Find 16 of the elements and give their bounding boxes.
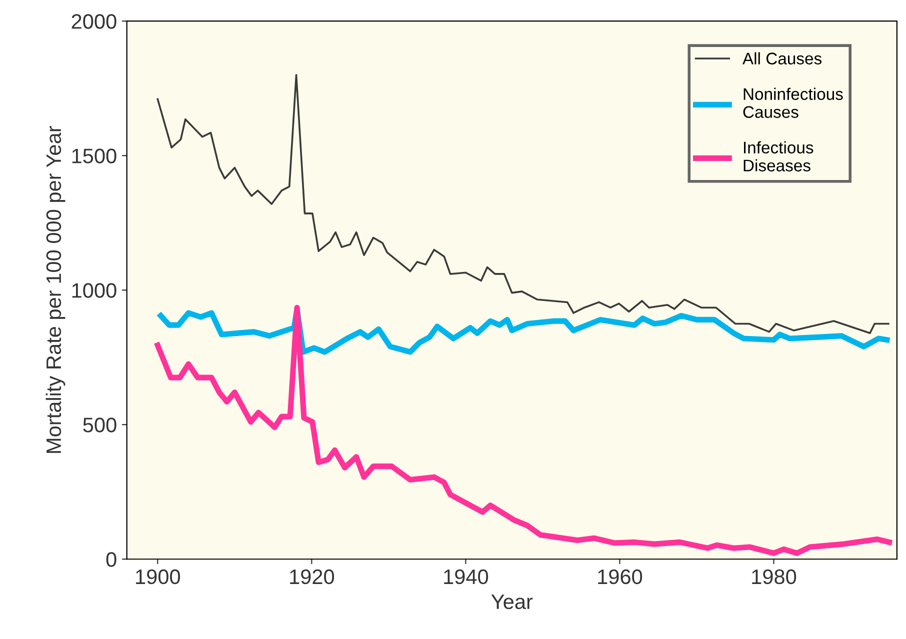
x-tick-label: 1940 [444,569,488,584]
x-tick-label: 1980 [752,569,796,584]
x-tick-label: 1900 [136,569,180,584]
x-tick-label: 1920 [290,569,334,584]
y-tick-label: 0 [106,552,116,567]
x-tick-label: 1960 [598,569,642,584]
y-tick-label: 1500 [72,148,116,164]
legend-label: Noninfectious Causes [743,88,843,118]
line-series [156,74,890,334]
y-tick-label: 2000 [72,14,116,29]
legend-label: Infectious Diseases [744,141,814,172]
y-tick-label: 500 [83,418,116,432]
x-axis-title: Year [491,594,533,610]
legend-label: All Causes [742,52,822,64]
y-axis-title: Mortality Rate per 100 000 per Year [46,126,66,453]
y-tick-label: 1000 [72,283,116,298]
